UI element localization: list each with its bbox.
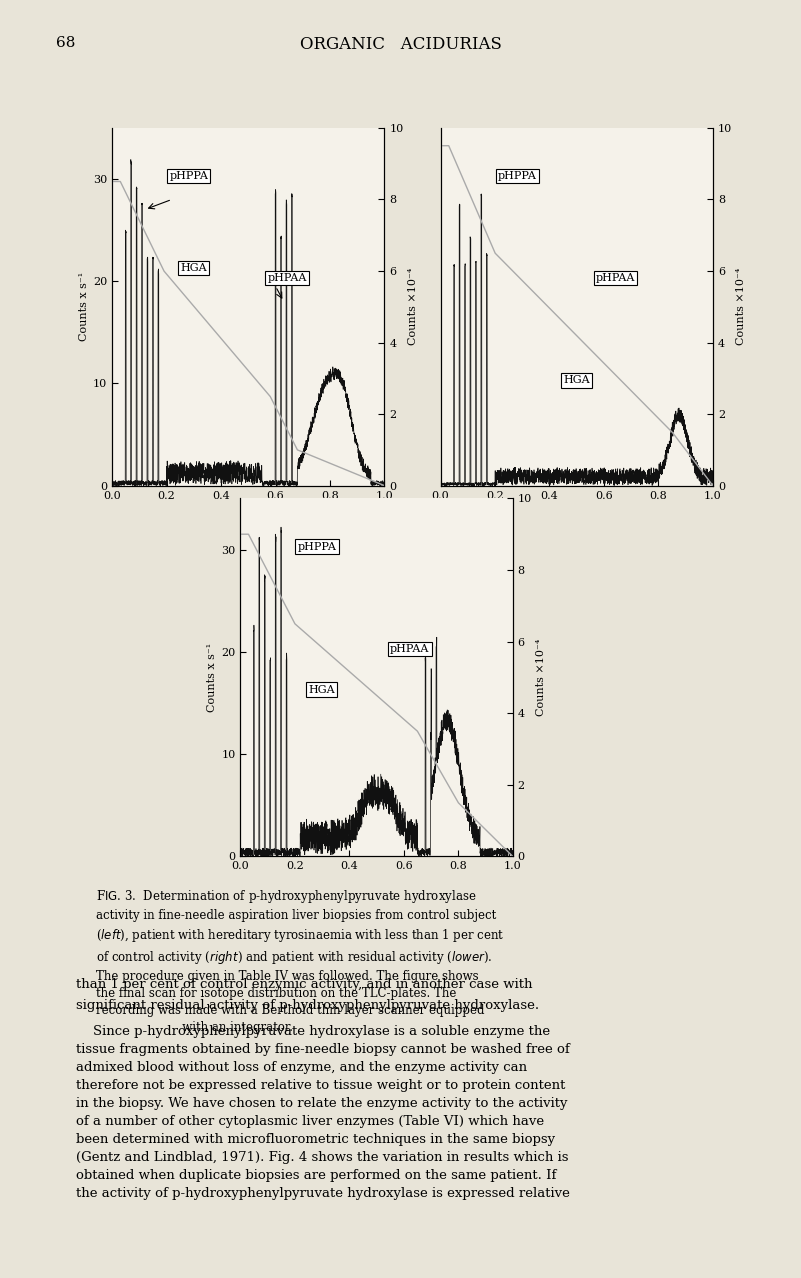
Text: pHPPA: pHPPA xyxy=(169,171,208,181)
Y-axis label: Counts ×10⁻⁴: Counts ×10⁻⁴ xyxy=(408,268,418,345)
Text: pHPAA: pHPAA xyxy=(268,273,307,284)
Text: significant residual activity of p-hydroxyphenylpyruvate hydroxylase.: significant residual activity of p-hydro… xyxy=(76,999,539,1012)
Text: pHPPA: pHPPA xyxy=(497,171,537,181)
Text: than 1 per cent of control enzymic activity, and in another case with: than 1 per cent of control enzymic activ… xyxy=(76,978,533,990)
Y-axis label: Counts x s⁻¹: Counts x s⁻¹ xyxy=(78,272,89,341)
Text: HGA: HGA xyxy=(308,685,335,695)
Text: 68: 68 xyxy=(56,36,75,50)
Y-axis label: Counts ×10⁻⁴: Counts ×10⁻⁴ xyxy=(736,268,747,345)
Text: F$\mathrm{IG}$. 3.  Determination of p-hydroxyphenylpyruvate hydroxylase
activit: F$\mathrm{IG}$. 3. Determination of p-hy… xyxy=(96,888,505,1034)
Text: HGA: HGA xyxy=(180,263,207,273)
Text: pHPPA: pHPPA xyxy=(297,542,336,552)
Text: pHPAA: pHPAA xyxy=(596,273,635,284)
Text: ORGANIC   ACIDURIAS: ORGANIC ACIDURIAS xyxy=(300,36,501,52)
Y-axis label: Counts ×10⁻⁴: Counts ×10⁻⁴ xyxy=(536,639,546,716)
Text: HGA: HGA xyxy=(563,376,590,386)
Text: pHPAA: pHPAA xyxy=(390,644,429,654)
Y-axis label: Counts x s⁻¹: Counts x s⁻¹ xyxy=(207,643,217,712)
Text: Since p-hydroxyphenylpyruvate hydroxylase is a soluble enzyme the
tissue fragmen: Since p-hydroxyphenylpyruvate hydroxylas… xyxy=(76,1025,570,1200)
